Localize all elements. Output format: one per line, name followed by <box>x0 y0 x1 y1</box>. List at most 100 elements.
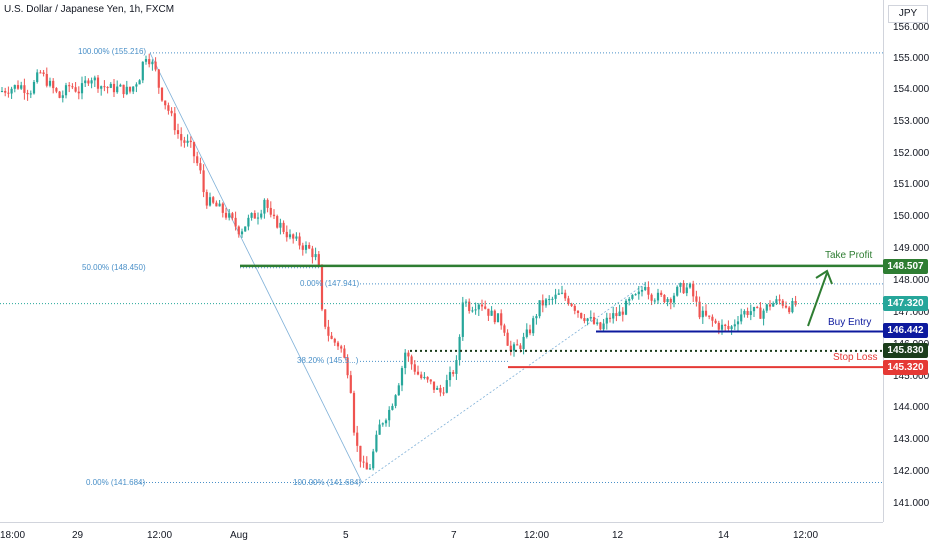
candle-body <box>756 307 759 309</box>
candle-body <box>77 91 80 94</box>
price-chart[interactable] <box>0 0 883 522</box>
candle-body <box>564 292 567 299</box>
price-tick: 152.000 <box>893 148 930 159</box>
candle-body <box>695 296 698 302</box>
candle-body <box>644 287 647 290</box>
candle-body <box>647 287 650 295</box>
candle-body <box>304 245 308 250</box>
candle-body <box>397 385 400 396</box>
candle-body <box>42 72 45 74</box>
candle-body <box>100 86 103 89</box>
candle-body <box>736 321 740 325</box>
candle-body <box>228 213 231 218</box>
candle-body <box>765 304 768 311</box>
candle-body <box>333 338 336 343</box>
candle-body <box>32 81 36 94</box>
chart-area[interactable] <box>0 0 883 522</box>
candle-body <box>237 226 240 235</box>
candle-body <box>336 342 340 347</box>
candle-body <box>503 325 506 333</box>
candle-body <box>199 163 202 171</box>
candle-body <box>724 324 727 326</box>
candle-body <box>173 113 176 131</box>
candle-body <box>775 299 778 304</box>
candle-body <box>170 110 173 114</box>
candle-body <box>84 80 87 84</box>
candle-body <box>45 73 48 86</box>
candle-body <box>295 236 298 239</box>
time-tick: 12:00 <box>524 530 550 541</box>
candle-body <box>592 317 596 324</box>
candle-body <box>480 304 484 307</box>
arrow-shaft <box>807 272 828 327</box>
candle-body <box>52 80 55 89</box>
candle-body <box>637 291 640 295</box>
candle-body <box>308 245 311 249</box>
candle-body <box>138 80 141 85</box>
candle-body <box>461 302 464 337</box>
candle-body <box>186 140 189 143</box>
candle-body <box>116 86 119 93</box>
candle-body <box>669 299 672 303</box>
candle-body <box>781 300 784 306</box>
take-profit-price-badge: 148.507 <box>883 259 928 274</box>
candle-body <box>752 307 756 312</box>
candle-body <box>330 335 333 339</box>
candle-body <box>740 314 743 322</box>
candle-body <box>580 312 583 319</box>
candle-body <box>474 309 477 311</box>
candle-body <box>439 387 442 393</box>
candle-body <box>164 100 167 106</box>
candle-body <box>372 451 375 469</box>
candle-body <box>260 213 263 218</box>
candle-body <box>784 305 788 308</box>
candle-body <box>368 468 372 470</box>
time-tick: Aug <box>230 530 248 541</box>
candle-body <box>29 93 32 95</box>
currency-button[interactable]: JPY <box>888 5 928 23</box>
candle-body <box>388 409 391 421</box>
candle-body <box>420 374 423 379</box>
candle-body <box>768 304 772 307</box>
candle-body <box>496 313 500 323</box>
candle-body <box>570 303 573 306</box>
candle-body <box>196 156 199 164</box>
buy-entry-label: Buy Entry <box>828 317 872 328</box>
candle-body <box>727 325 730 330</box>
candle-body <box>356 432 359 446</box>
candle-body <box>704 310 708 316</box>
candle-body <box>538 300 541 317</box>
candle-body <box>26 92 29 95</box>
candle-body <box>128 86 132 92</box>
arrow-head-icon <box>815 269 833 285</box>
candle-body <box>103 86 106 88</box>
price-tick: 153.000 <box>893 116 930 127</box>
time-axis[interactable] <box>0 522 883 551</box>
fib-label-38: 38.20% (145.5...) <box>297 356 359 365</box>
candle-body <box>23 85 26 93</box>
price-tick: 150.000 <box>893 211 930 222</box>
dotted-level-price-badge: 145.830 <box>883 343 928 358</box>
candle-body <box>432 381 436 390</box>
candle-body <box>532 318 535 334</box>
time-tick: 18:00 <box>0 530 26 541</box>
time-tick: 14 <box>718 530 730 541</box>
candle-body <box>16 85 20 89</box>
fib-label-100-top: 100.00% (155.216) <box>78 47 147 56</box>
candle-body <box>621 311 624 315</box>
candle-body <box>509 345 512 351</box>
candle-body <box>519 345 522 349</box>
candle-body <box>608 317 612 319</box>
candle-body <box>442 392 445 394</box>
candle-body <box>471 310 474 312</box>
candle-body <box>0 90 4 92</box>
candle-body <box>106 87 109 89</box>
candle-body <box>276 216 279 228</box>
price-tick: 155.000 <box>893 53 930 64</box>
candle-body <box>490 310 493 316</box>
candle-body <box>404 352 407 369</box>
candle-body <box>314 254 317 258</box>
candle-body <box>410 356 413 365</box>
candle-body <box>189 140 192 143</box>
candle-body <box>679 283 682 287</box>
